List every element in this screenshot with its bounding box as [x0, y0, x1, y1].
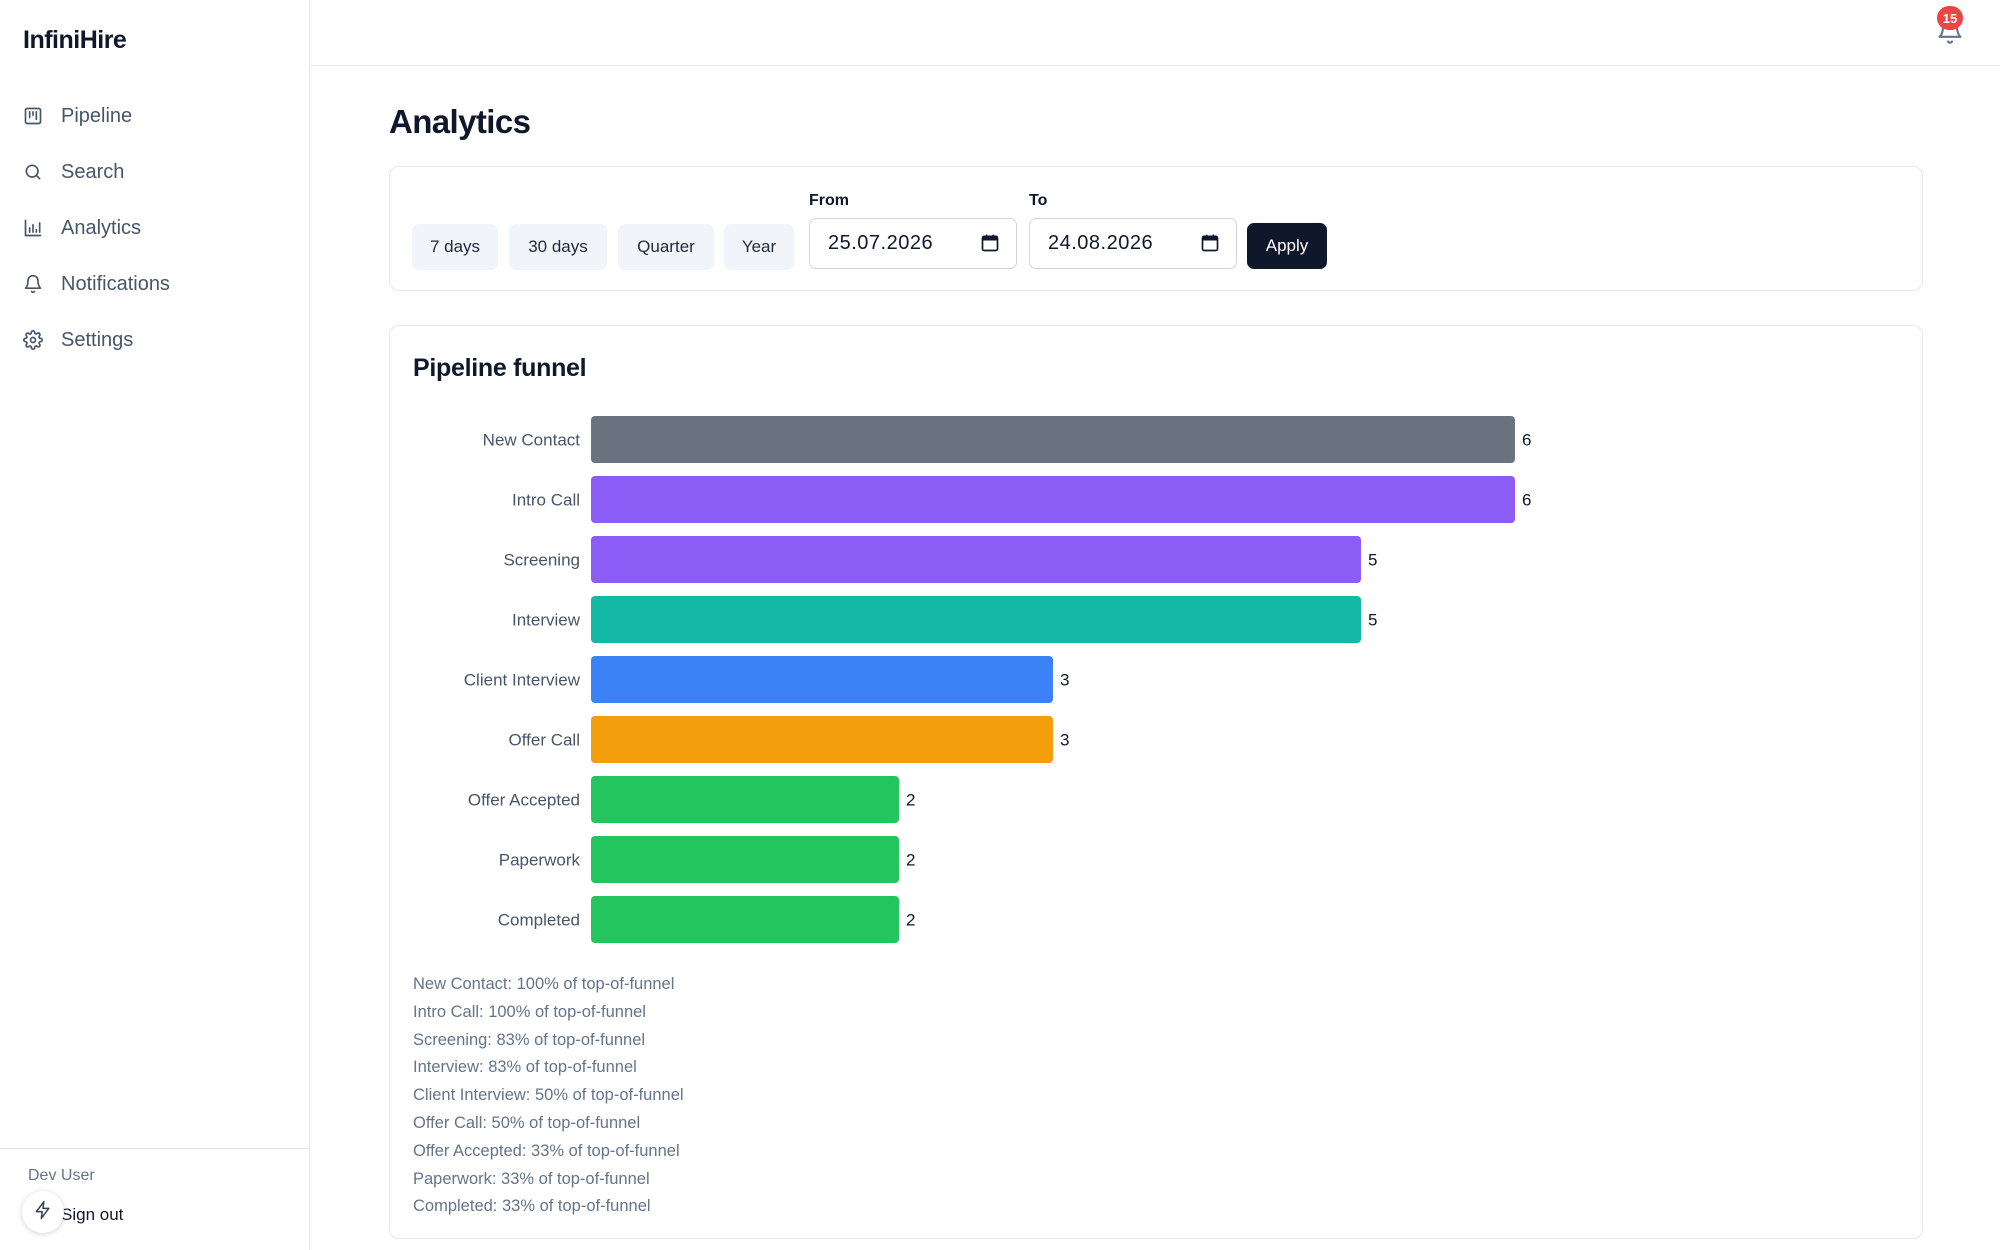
- topbar: 15: [311, 0, 2000, 66]
- funnel-bar[interactable]: [591, 536, 1361, 583]
- funnel-bar[interactable]: [591, 596, 1361, 643]
- category-label: New Contact: [483, 431, 581, 450]
- bell-icon: [1936, 18, 1964, 49]
- funnel-bar[interactable]: [591, 836, 899, 883]
- sidebar-item-search[interactable]: Search: [23, 144, 293, 200]
- calendar-icon[interactable]: [1200, 233, 1220, 253]
- notification-count-badge: 15: [1937, 6, 1963, 30]
- funnel-bar[interactable]: [591, 716, 1053, 763]
- sidebar-footer: Dev User Sign out: [0, 1148, 310, 1250]
- to-date-input[interactable]: 24.08.2026: [1029, 218, 1237, 269]
- quick-action-button[interactable]: [22, 1191, 64, 1233]
- chart-title: Pipeline funnel: [413, 354, 587, 382]
- funnel-summary-line: New Contact: 100% of top-of-funnel: [413, 975, 675, 993]
- bar-value-label: 3: [1060, 731, 1069, 750]
- brand-logo[interactable]: InfiniHire: [23, 26, 127, 54]
- sidebar-item-analytics[interactable]: Analytics: [23, 200, 293, 256]
- category-label: Client Interview: [464, 671, 581, 690]
- bell-icon: [23, 272, 55, 296]
- sidebar-item-label: Notifications: [61, 272, 170, 295]
- category-label: Paperwork: [499, 851, 581, 870]
- bar-value-label: 5: [1368, 551, 1377, 570]
- sidebar-item-label: Pipeline: [61, 104, 133, 127]
- sidebar: InfiniHire Pipeline Search Analytics: [0, 0, 310, 1250]
- sidebar-item-pipeline[interactable]: Pipeline: [23, 88, 293, 144]
- funnel-summary-line: Client Interview: 50% of top-of-funnel: [413, 1086, 684, 1105]
- pipeline-funnel-chart: New Contact 6 Intro Call 6 Screening 5 Intervi…: [464, 416, 1531, 943]
- preset-7-days-button[interactable]: 7 days: [412, 224, 498, 270]
- bar-value-label: 2: [906, 791, 915, 810]
- preset-year-button[interactable]: Year: [724, 224, 794, 270]
- page-title: Analytics: [389, 103, 531, 140]
- to-date-value: 24.08.2026: [1048, 232, 1154, 254]
- lightning-icon: [33, 1199, 53, 1226]
- funnel-bar[interactable]: [591, 896, 899, 943]
- funnel-summary-line: Interview: 83% of top-of-funnel: [413, 1058, 637, 1077]
- funnel-summary-line: Offer Accepted: 33% of top-of-funnel: [413, 1141, 680, 1160]
- bar-value-label: 2: [906, 911, 915, 930]
- calendar-icon[interactable]: [980, 233, 1000, 253]
- funnel-summary-line: Completed: 33% of top-of-funnel: [413, 1197, 651, 1216]
- sidebar-nav: Pipeline Search Analytics Notifications: [23, 88, 293, 368]
- funnel-bar[interactable]: [591, 776, 899, 823]
- funnel-summary: New Contact: 100% of top-of-funnel Intro …: [413, 971, 684, 1221]
- sidebar-item-label: Analytics: [61, 216, 142, 239]
- funnel-bar[interactable]: [591, 476, 1515, 523]
- bar-value-label: 5: [1368, 611, 1377, 630]
- category-label: Offer Call: [509, 731, 581, 750]
- category-label: Completed: [498, 911, 580, 930]
- to-label: To: [1029, 192, 1048, 209]
- bar-value-label: 3: [1060, 671, 1069, 690]
- sign-out-button[interactable]: Sign out: [61, 1205, 124, 1224]
- from-label: From: [809, 192, 849, 209]
- date-filter-card: 7 days 30 days Quarter Year From 25.07.2…: [389, 166, 1923, 291]
- category-label: Interview: [512, 611, 581, 630]
- from-date-value: 25.07.2026: [828, 232, 934, 254]
- preset-quarter-button[interactable]: Quarter: [618, 224, 714, 270]
- funnel-summary-line: Offer Call: 50% of top-of-funnel: [413, 1113, 641, 1132]
- category-label: Intro Call: [512, 491, 580, 510]
- from-date-input[interactable]: 25.07.2026: [809, 218, 1017, 269]
- apply-button[interactable]: Apply: [1247, 223, 1327, 269]
- gear-icon: [23, 328, 55, 352]
- category-label: Offer Accepted: [468, 791, 580, 810]
- funnel-bar[interactable]: [591, 416, 1515, 463]
- search-icon: [23, 160, 55, 184]
- sidebar-item-label: Settings: [61, 328, 134, 351]
- user-name: Dev User: [28, 1167, 95, 1184]
- sidebar-item-notifications[interactable]: Notifications: [23, 256, 293, 312]
- pipeline-funnel-card: New Contact 6 Intro Call 6 Screening 5 Intervi…: [389, 325, 1923, 1239]
- bar-value-label: 6: [1522, 491, 1531, 510]
- preset-30-days-button[interactable]: 30 days: [509, 224, 607, 270]
- bar-chart-icon: [23, 216, 55, 240]
- funnel-summary-line: Paperwork: 33% of top-of-funnel: [413, 1169, 650, 1188]
- sidebar-item-settings[interactable]: Settings: [23, 312, 293, 368]
- kanban-icon: [23, 104, 55, 128]
- funnel-bar[interactable]: [591, 656, 1053, 703]
- bar-value-label: 2: [906, 851, 915, 870]
- sidebar-item-label: Search: [61, 160, 125, 183]
- category-label: Screening: [503, 551, 580, 570]
- funnel-summary-line: Intro Call: 100% of top-of-funnel: [413, 1002, 646, 1021]
- funnel-summary-line: Screening: 83% of top-of-funnel: [413, 1030, 646, 1049]
- bar-value-label: 6: [1522, 431, 1531, 450]
